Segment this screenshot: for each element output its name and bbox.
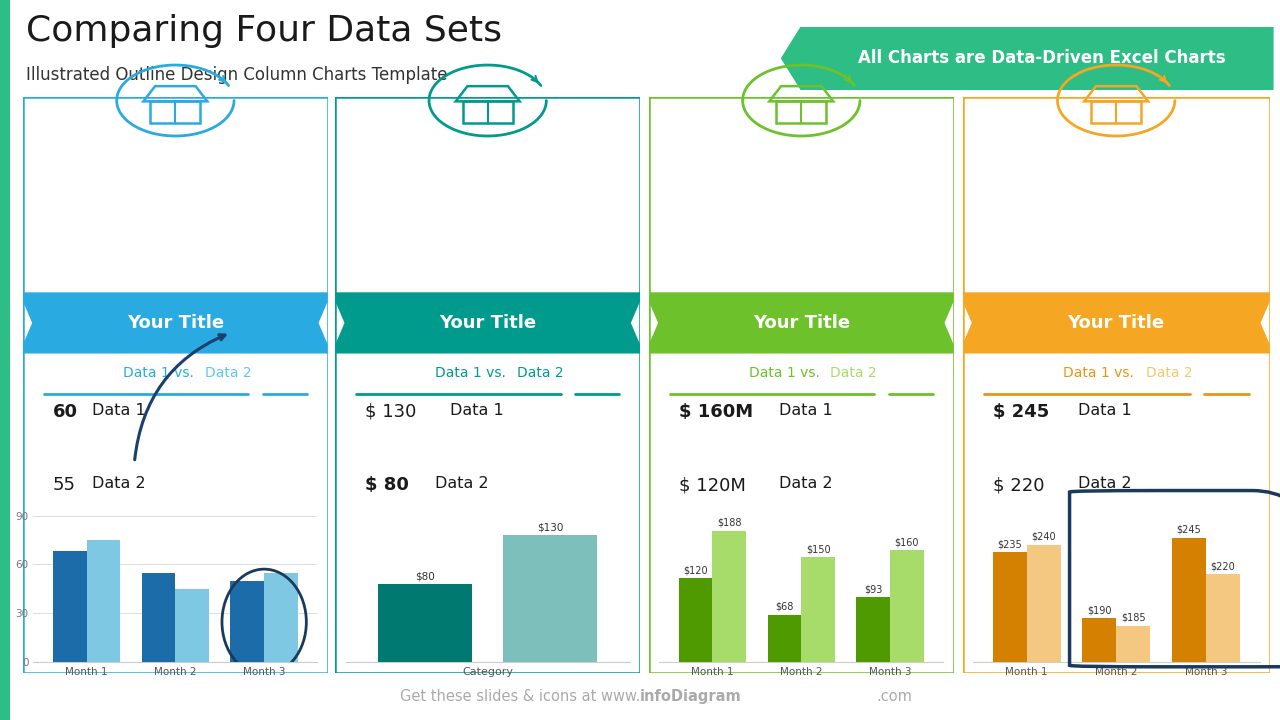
Text: $130: $130 bbox=[538, 522, 563, 532]
Text: $240: $240 bbox=[1032, 532, 1056, 542]
Text: Data 2: Data 2 bbox=[205, 366, 251, 380]
Text: Data 1: Data 1 bbox=[778, 402, 832, 418]
Polygon shape bbox=[335, 292, 640, 354]
Text: $ 130: $ 130 bbox=[365, 402, 416, 420]
Text: $188: $188 bbox=[717, 518, 741, 528]
Bar bbox=[768, 615, 801, 662]
Text: Comparing Four Data Sets: Comparing Four Data Sets bbox=[26, 14, 502, 48]
Text: .com: .com bbox=[877, 689, 913, 703]
Bar bbox=[264, 572, 298, 662]
Bar bbox=[713, 531, 746, 662]
Text: Data 1: Data 1 bbox=[92, 402, 146, 418]
Text: Data 1 vs.: Data 1 vs. bbox=[1064, 366, 1134, 380]
Bar bbox=[890, 551, 924, 662]
Text: Data 1 vs.: Data 1 vs. bbox=[123, 366, 193, 380]
Bar bbox=[1116, 626, 1151, 720]
Text: $ 160M: $ 160M bbox=[678, 402, 753, 420]
Text: $80: $80 bbox=[415, 571, 435, 581]
Text: Data 2: Data 2 bbox=[435, 477, 488, 492]
Text: $ 220: $ 220 bbox=[992, 477, 1044, 495]
Polygon shape bbox=[649, 292, 954, 354]
Bar bbox=[230, 581, 264, 662]
Text: $93: $93 bbox=[864, 585, 882, 595]
Text: $220: $220 bbox=[1211, 562, 1235, 572]
Text: Data 1: Data 1 bbox=[449, 402, 503, 418]
Text: Data 2: Data 2 bbox=[831, 366, 877, 380]
Bar bbox=[992, 552, 1027, 720]
Text: Data 1 vs.: Data 1 vs. bbox=[749, 366, 819, 380]
Bar bbox=[1027, 545, 1061, 720]
Bar bbox=[52, 552, 87, 662]
Bar bbox=[379, 584, 472, 662]
Bar bbox=[87, 540, 120, 662]
Text: Illustrated Outline Design Column Charts Template: Illustrated Outline Design Column Charts… bbox=[26, 66, 447, 84]
Bar bbox=[175, 589, 209, 662]
Text: $245: $245 bbox=[1176, 525, 1201, 535]
Text: Data 2: Data 2 bbox=[1146, 366, 1192, 380]
Text: $190: $190 bbox=[1087, 606, 1111, 616]
Bar bbox=[856, 598, 890, 662]
Text: Your Title: Your Title bbox=[753, 314, 850, 332]
Text: Data 1: Data 1 bbox=[1078, 402, 1132, 418]
Text: Your Title: Your Title bbox=[127, 314, 224, 332]
Bar bbox=[142, 572, 175, 662]
Text: Data 2: Data 2 bbox=[778, 477, 832, 492]
Text: $ 120M: $ 120M bbox=[678, 477, 745, 495]
Polygon shape bbox=[781, 27, 1274, 90]
Text: Get these slides & icons at www.: Get these slides & icons at www. bbox=[399, 689, 640, 703]
Text: $ 80: $ 80 bbox=[365, 477, 410, 495]
Text: Data 2: Data 2 bbox=[517, 366, 563, 380]
Text: infoDiagram: infoDiagram bbox=[640, 689, 741, 703]
Bar bbox=[1206, 575, 1240, 720]
Text: 60: 60 bbox=[52, 402, 78, 420]
Text: $160: $160 bbox=[895, 538, 919, 547]
Text: Your Title: Your Title bbox=[1068, 314, 1165, 332]
Polygon shape bbox=[23, 292, 328, 354]
Text: Data 1 vs.: Data 1 vs. bbox=[435, 366, 506, 380]
Text: $185: $185 bbox=[1121, 613, 1146, 623]
Bar bbox=[801, 557, 835, 662]
Text: 55: 55 bbox=[52, 477, 76, 495]
Bar bbox=[1171, 538, 1206, 720]
Text: $150: $150 bbox=[806, 544, 831, 554]
Text: Your Title: Your Title bbox=[439, 314, 536, 332]
Bar bbox=[1082, 618, 1116, 720]
Bar bbox=[678, 578, 713, 662]
Text: All Charts are Data-Driven Excel Charts: All Charts are Data-Driven Excel Charts bbox=[858, 49, 1226, 67]
Bar bbox=[503, 535, 596, 662]
Text: $ 245: $ 245 bbox=[992, 402, 1048, 420]
Text: Data 2: Data 2 bbox=[1078, 477, 1132, 492]
Text: Data 2: Data 2 bbox=[92, 477, 146, 492]
Text: $120: $120 bbox=[684, 565, 708, 575]
Text: $68: $68 bbox=[776, 602, 794, 612]
Polygon shape bbox=[963, 292, 1270, 354]
Text: $235: $235 bbox=[997, 539, 1021, 549]
